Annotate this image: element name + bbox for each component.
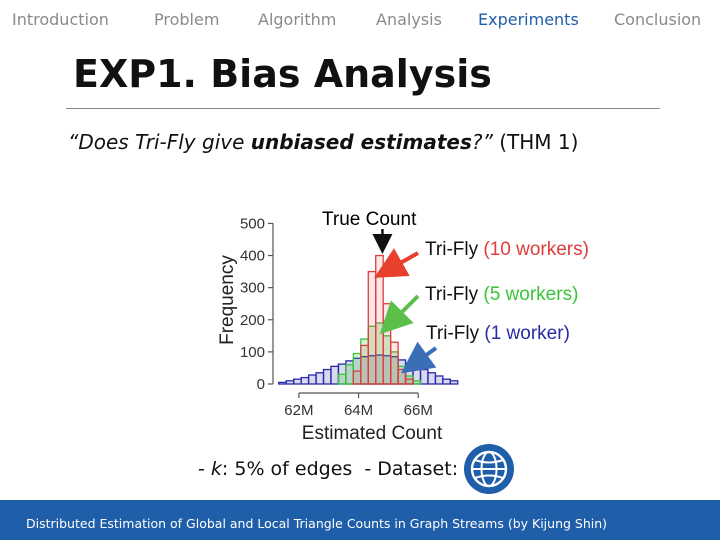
nav-introduction[interactable]: Introduction <box>12 10 109 29</box>
bar-blue-0 <box>278 381 287 385</box>
legend-1-name: Tri-Fly <box>426 323 480 344</box>
legend-1-detail: (1 worker) <box>479 323 570 344</box>
y-axis-label: Frequency <box>217 255 238 345</box>
title-divider <box>66 108 660 109</box>
bar-red-4 <box>382 303 392 385</box>
y-tick-label: 100 <box>240 344 265 361</box>
bar-blue-22 <box>442 378 451 385</box>
bar-green-10 <box>412 380 422 385</box>
question-reference: (THM 1) <box>492 130 579 154</box>
x-tick-label: 62M <box>284 402 313 419</box>
footnote-k-symbol: k <box>210 458 222 480</box>
y-tick-label: 0 <box>257 376 265 393</box>
footnote: - k: 5% of edges - Dataset: <box>198 458 458 480</box>
bar-blue-1 <box>285 380 295 385</box>
bar-red-3 <box>375 254 384 385</box>
nav-analysis[interactable]: Analysis <box>376 10 442 29</box>
bar-red-6 <box>397 368 407 385</box>
footer-citation: Distributed Estimation of Global and Loc… <box>26 516 608 531</box>
globe-icon[interactable] <box>464 444 514 494</box>
bar-red-1 <box>360 344 369 385</box>
bar-red-0 <box>352 370 362 385</box>
footnote-k-text: : 5% of edges <box>221 458 353 480</box>
question-close: ?” <box>471 130 493 154</box>
true-count-label: True Count <box>322 209 417 230</box>
bar-blue-7 <box>330 365 340 385</box>
footnote-dataset: - Dataset: <box>364 458 459 480</box>
y-tick-label: 400 <box>240 248 265 265</box>
research-question: “Does Tri-Fly give unbiased estimates?” … <box>68 130 578 154</box>
bar-green-0 <box>337 373 347 385</box>
bar-blue-5 <box>315 372 325 385</box>
bar-red-2 <box>367 270 377 385</box>
bar-blue-2 <box>293 378 302 385</box>
legend-1-worker: Tri-Fly (1 worker) <box>426 323 570 345</box>
y-tick-label: 300 <box>240 280 265 297</box>
bar-blue-20 <box>427 372 437 385</box>
footer-bar <box>0 500 720 540</box>
legend-10-workers: Tri-Fly (10 workers) <box>425 239 589 261</box>
y-tick-label: 200 <box>240 312 265 329</box>
nav-problem[interactable]: Problem <box>154 10 220 29</box>
nav-conclusion[interactable]: Conclusion <box>614 10 702 29</box>
y-tick-label: 500 <box>240 215 265 232</box>
chart-axes: 0 100 200 300 400 500 62M 64M 66M Estimated Count… <box>217 215 443 444</box>
legend-5-workers: Tri-Fly (5 workers) <box>425 284 578 306</box>
nav-algorithm[interactable]: Algorithm <box>258 10 337 29</box>
nav-experiments[interactable]: Experiments <box>478 10 579 29</box>
legend-10-detail: (10 workers) <box>478 239 589 260</box>
x-axis-label: Estimated Count <box>302 423 443 444</box>
annotation-arrows <box>372 229 438 374</box>
arrow-5-workers <box>379 294 420 335</box>
top-navigation: Introduction Problem Algorithm Analysis … <box>0 0 720 40</box>
arrow-10-workers <box>374 248 419 278</box>
bar-blue-6 <box>322 368 332 385</box>
x-tick-label: 66M <box>404 402 433 419</box>
bar-blue-4 <box>307 374 317 385</box>
legend-10-name: Tri-Fly <box>425 239 479 260</box>
bar-blue-21 <box>434 375 444 385</box>
legend-5-detail: (5 workers) <box>478 284 579 305</box>
bar-red-7 <box>404 378 414 385</box>
arrow-1-worker <box>401 341 438 374</box>
question-emphasis: unbiased estimates <box>250 130 472 154</box>
globe-glyph <box>470 450 508 488</box>
slide-title: EXP1. Bias Analysis <box>73 52 492 96</box>
bar-green-1 <box>345 364 354 385</box>
bar-blue-3 <box>300 376 310 385</box>
footnote-k-prefix: - <box>198 458 211 480</box>
legend-5-name: Tri-Fly <box>425 284 479 305</box>
bar-blue-19 <box>419 368 429 385</box>
bar-red-5 <box>390 341 399 385</box>
x-tick-label: 64M <box>344 402 373 419</box>
bar-blue-23 <box>449 380 459 385</box>
question-open: “Does Tri-Fly give <box>68 130 251 154</box>
histogram-bars <box>278 254 459 385</box>
